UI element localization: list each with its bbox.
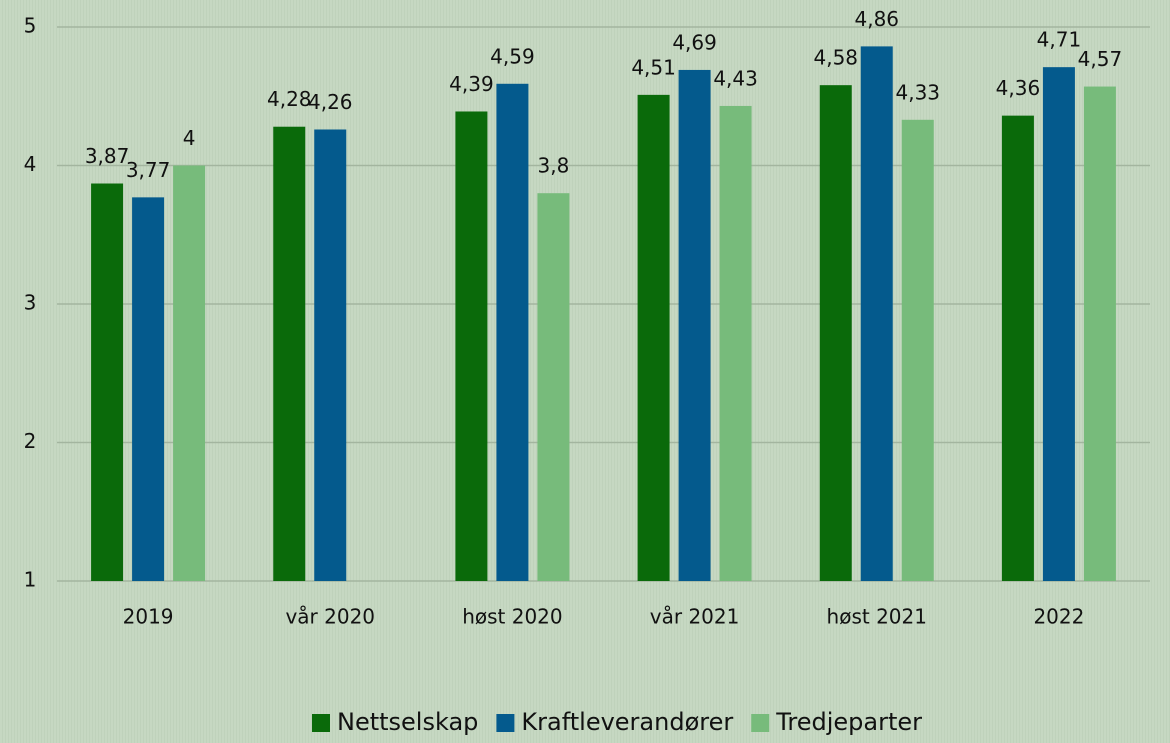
x-tick-label: vår 2020 — [285, 605, 375, 629]
data-label: 3,87 — [85, 144, 130, 168]
data-label: 4 — [183, 126, 196, 150]
data-label: 3,77 — [126, 158, 171, 182]
bar — [173, 165, 206, 581]
bar — [678, 69, 711, 581]
bar — [132, 197, 165, 582]
data-label: 4,58 — [813, 46, 858, 70]
data-label: 4,26 — [308, 90, 353, 114]
data-label: 4,39 — [449, 72, 494, 96]
bar — [719, 105, 752, 581]
bar — [537, 193, 570, 581]
y-tick-label: 3 — [24, 291, 37, 315]
bar — [1001, 115, 1034, 581]
data-label: 4,69 — [672, 30, 717, 54]
data-label: 4,33 — [895, 80, 940, 104]
data-label: 4,28 — [267, 87, 312, 111]
data-label: 4,51 — [631, 55, 676, 79]
bar — [1042, 67, 1075, 582]
bar — [314, 129, 347, 582]
data-label: 4,71 — [1037, 28, 1082, 52]
legend-label: Nettselskap — [337, 708, 478, 736]
y-tick-label: 5 — [24, 14, 37, 38]
y-tick-label: 4 — [24, 152, 37, 176]
legend-swatch — [751, 714, 770, 732]
legend-swatch — [496, 714, 515, 732]
bar — [273, 126, 306, 581]
bar — [901, 119, 934, 582]
y-tick-label: 1 — [24, 568, 37, 592]
bar — [819, 85, 852, 582]
data-label: 4,36 — [996, 76, 1041, 100]
data-label: 3,8 — [538, 154, 570, 178]
legend-label: Kraftleverandører — [521, 708, 733, 736]
bar — [91, 183, 124, 581]
x-tick-label: vår 2021 — [650, 605, 740, 629]
legend-swatch — [312, 714, 330, 732]
data-label: 4,57 — [1078, 47, 1123, 71]
x-tick-label: 2022 — [1033, 605, 1084, 629]
legend-label: Tredjeparter — [775, 708, 922, 736]
data-label: 4,59 — [490, 44, 535, 68]
data-label: 4,86 — [854, 7, 899, 31]
data-label: 4,43 — [713, 66, 758, 90]
x-tick-label: høst 2021 — [827, 605, 927, 629]
bar — [637, 94, 670, 582]
bar — [1083, 86, 1116, 582]
y-tick-label: 2 — [24, 429, 37, 453]
bar — [860, 46, 893, 581]
bar — [455, 111, 488, 582]
bar — [496, 83, 529, 581]
x-tick-label: høst 2020 — [462, 605, 562, 629]
x-tick-label: 2019 — [123, 605, 174, 629]
